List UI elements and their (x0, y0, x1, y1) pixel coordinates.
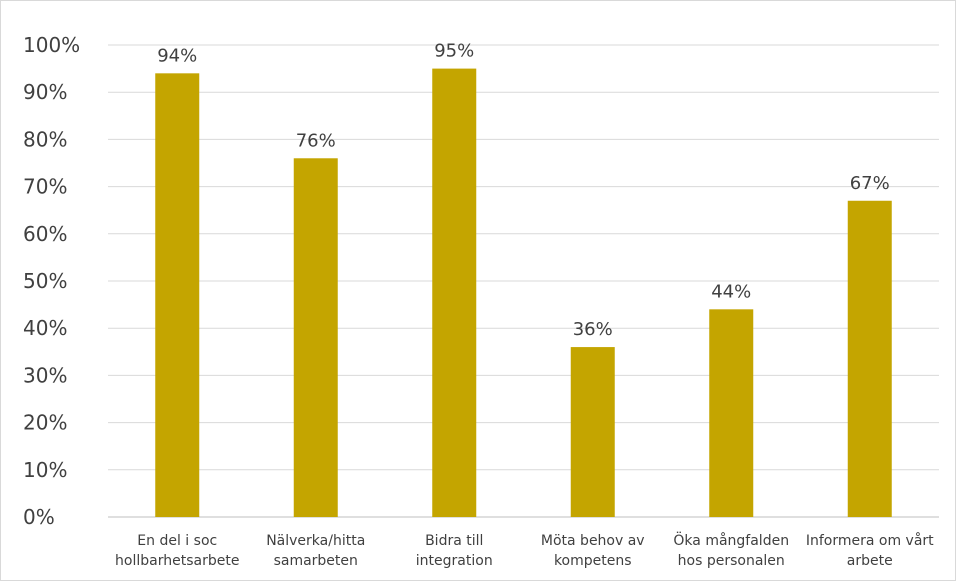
y-tick-label: 100% (23, 33, 80, 57)
data-label-1: 94% (157, 45, 197, 66)
x-tick-label: hos personalen (678, 553, 785, 569)
x-tick-label: Möta behov av (541, 533, 645, 549)
y-tick-label: 10% (23, 458, 67, 482)
x-tick-label: En del i soc (137, 533, 217, 549)
bars (155, 68, 892, 517)
y-tick-label: 70% (23, 175, 67, 199)
bar-4 (570, 347, 615, 517)
y-tick-label: 30% (23, 363, 67, 387)
y-tick-label: 40% (23, 316, 67, 340)
data-label-5: 44% (711, 281, 751, 302)
y-tick-label: 80% (23, 127, 67, 151)
x-tick-label: samarbeten (274, 553, 358, 569)
data-label-4: 36% (573, 319, 613, 340)
x-tick-label: Bidra till (425, 533, 483, 549)
x-tick-label: Öka mångfalden (673, 531, 789, 549)
data-label-2: 76% (296, 130, 336, 151)
x-tick-label: Nälverka/hitta (266, 533, 365, 549)
bar-2 (293, 158, 338, 517)
x-tick-label: hollbarhetsarbete (115, 553, 239, 569)
x-tick-label: kompetens (554, 553, 632, 569)
y-tick-label: 50% (23, 269, 67, 293)
x-tick-label: integration (416, 553, 493, 569)
y-tick-label: 0% (23, 505, 55, 529)
data-label-3: 95% (434, 41, 474, 62)
x-tick-label: Informera om vårt (806, 532, 934, 549)
y-tick-label: 20% (23, 411, 67, 435)
gridlines (108, 44, 939, 518)
bar-1 (155, 73, 200, 517)
data-label-6: 67% (850, 173, 890, 194)
bar-6 (847, 200, 892, 517)
x-tick-label: arbete (847, 553, 893, 569)
y-tick-label: 90% (23, 80, 67, 104)
data-labels: 94% 76% 95% 36% 44% 67% (157, 41, 890, 340)
y-tick-label: 60% (23, 222, 67, 246)
bar-5 (709, 309, 754, 517)
bar-3 (432, 68, 477, 517)
x-axis-tick-labels: En del i soc hollbarhetsarbete Nälverka/hi… (115, 531, 934, 569)
y-axis-tick-labels: 0% 10% 20% 30% 40% 50% 60% 70% 80% 90% 100% (23, 33, 80, 529)
